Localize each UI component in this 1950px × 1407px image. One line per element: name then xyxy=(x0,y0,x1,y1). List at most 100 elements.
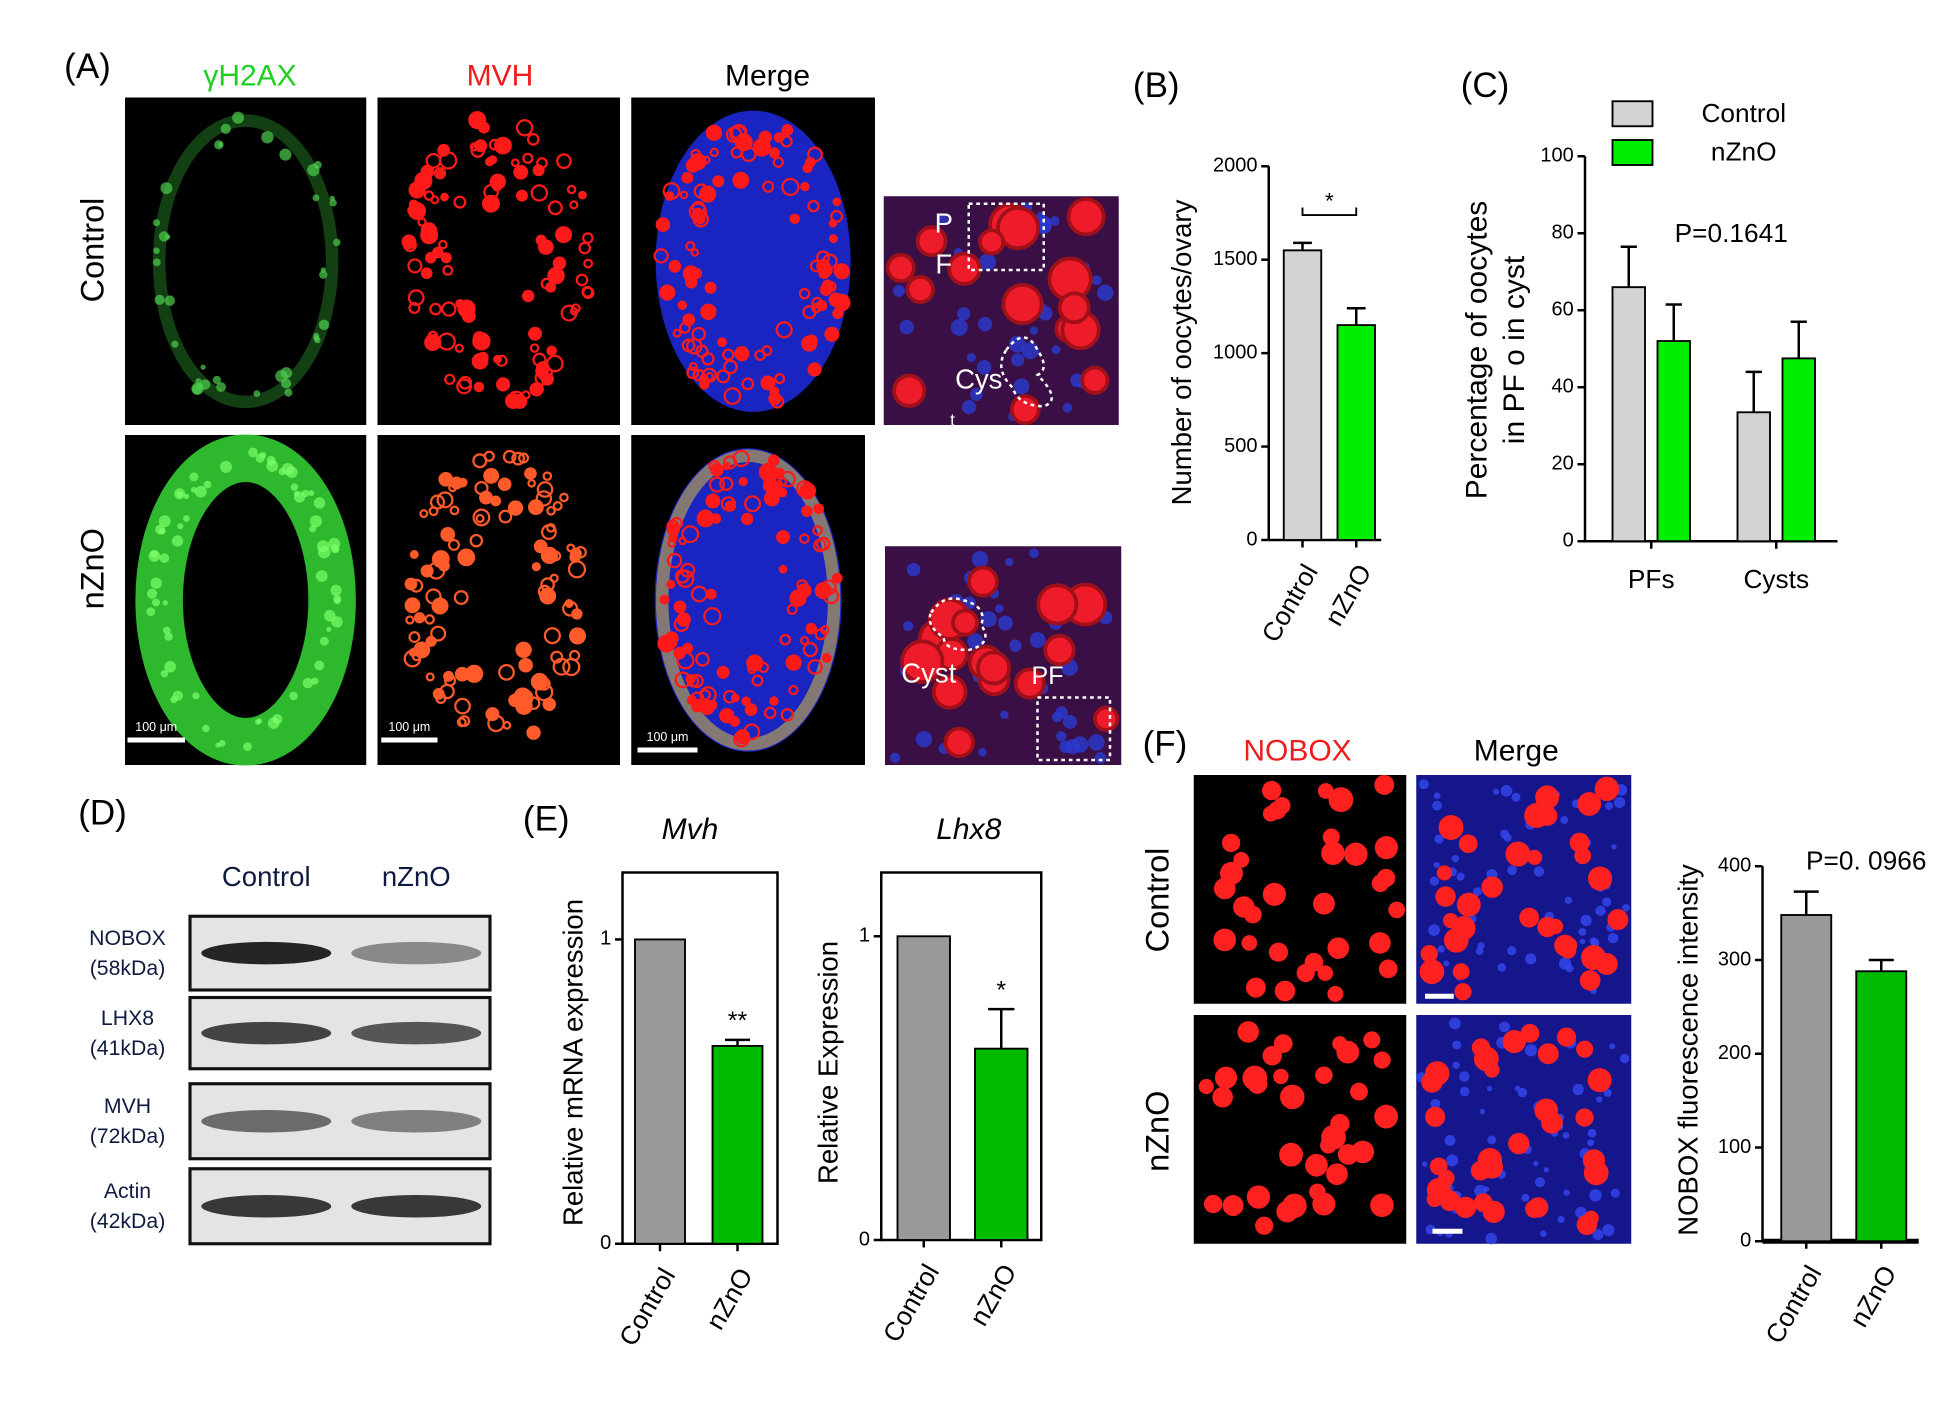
oocyte xyxy=(1320,1137,1337,1154)
nucleus xyxy=(1525,953,1537,965)
oocyte xyxy=(512,393,528,410)
oocyte xyxy=(453,590,469,605)
oocyte xyxy=(760,375,776,391)
cell xyxy=(326,626,332,632)
nucleus xyxy=(1449,1017,1461,1030)
oocyte xyxy=(1221,833,1241,853)
cell xyxy=(318,319,330,331)
nucleus xyxy=(961,400,977,415)
cell xyxy=(289,691,298,701)
nucleus xyxy=(937,214,948,226)
nucleus xyxy=(1097,284,1114,301)
nucleus xyxy=(1485,1232,1498,1245)
oocyte xyxy=(496,377,511,392)
oocyte xyxy=(1574,847,1592,865)
oocyte xyxy=(801,335,818,352)
chart-title: Mvh xyxy=(662,813,719,846)
oocyte xyxy=(734,346,750,362)
nucleus xyxy=(1605,802,1614,811)
oocyte xyxy=(485,707,500,722)
oocyte xyxy=(723,689,737,704)
nucleus xyxy=(1428,924,1440,936)
nucleus xyxy=(1558,957,1572,970)
oocyte xyxy=(1222,1195,1244,1217)
bar xyxy=(1656,340,1691,543)
nucleus xyxy=(1008,335,1026,353)
nucleus xyxy=(971,551,989,568)
oocyte xyxy=(530,184,549,202)
oocyte xyxy=(741,696,751,706)
oocyte xyxy=(407,258,423,274)
nucleus xyxy=(1452,1061,1460,1069)
oocyte xyxy=(482,194,500,213)
oocyte xyxy=(744,495,762,513)
nucleus xyxy=(1596,1096,1603,1103)
oocyte xyxy=(798,287,811,300)
oocyte xyxy=(413,641,431,659)
oocyte xyxy=(762,180,775,193)
oocyte xyxy=(822,253,838,270)
oocyte xyxy=(778,564,788,574)
oocyte xyxy=(1452,963,1470,980)
band xyxy=(201,1021,332,1045)
oocyte xyxy=(529,343,540,353)
x-tick-label: Control xyxy=(877,1259,945,1347)
oocyte xyxy=(1426,1191,1443,1208)
oocyte xyxy=(1527,849,1543,865)
y-tick-label: 1000 xyxy=(1213,341,1258,363)
oocyte xyxy=(475,513,485,524)
oocyte xyxy=(1579,970,1601,991)
nucleus xyxy=(1432,800,1443,811)
nucleus xyxy=(1011,353,1025,367)
oocyte xyxy=(780,135,793,148)
oocyte xyxy=(438,559,450,572)
nucleus xyxy=(1589,937,1598,946)
y-tick-label: 200 xyxy=(1718,1042,1751,1064)
oocyte xyxy=(723,359,738,375)
nucleus xyxy=(950,318,968,336)
oocyte xyxy=(653,248,669,264)
cell xyxy=(171,340,179,348)
oocyte xyxy=(723,387,742,405)
oocyte xyxy=(730,146,743,159)
nucleus xyxy=(1609,1043,1616,1050)
oocyte xyxy=(1304,952,1324,972)
oocyte xyxy=(441,301,457,317)
nucleus xyxy=(1056,731,1067,742)
oocyte xyxy=(1373,1051,1391,1069)
nucleus xyxy=(1475,947,1484,955)
cell xyxy=(189,472,199,482)
oocyte xyxy=(436,491,454,509)
oocyte xyxy=(407,289,425,307)
inset-label: F xyxy=(935,249,952,280)
nucleus xyxy=(1433,861,1440,869)
cell xyxy=(160,182,173,195)
y-tick-label: 1 xyxy=(859,925,870,947)
oocyte xyxy=(670,516,683,530)
oocyte xyxy=(824,326,840,342)
oocyte xyxy=(443,670,455,682)
cyst-outline xyxy=(928,597,987,652)
oocyte xyxy=(568,627,587,645)
oocyte xyxy=(705,493,721,509)
oocyte xyxy=(1315,1066,1333,1084)
oocyte xyxy=(801,505,813,517)
oocyte xyxy=(571,608,583,620)
column-header: NOBOX xyxy=(1243,734,1351,767)
oocyte xyxy=(1246,1185,1271,1209)
cell xyxy=(312,194,320,202)
oocyte xyxy=(510,158,520,168)
oocyte xyxy=(802,642,818,658)
cell xyxy=(159,553,170,563)
oocyte xyxy=(423,190,435,201)
oocyte xyxy=(812,525,823,536)
cell xyxy=(259,451,267,459)
nucleus xyxy=(1533,866,1545,877)
nucleus xyxy=(1497,963,1507,972)
cell xyxy=(329,195,335,202)
oocyte xyxy=(829,234,838,244)
cell xyxy=(194,485,207,498)
oocyte xyxy=(828,219,838,228)
oocyte xyxy=(540,524,557,541)
cell xyxy=(316,540,330,553)
